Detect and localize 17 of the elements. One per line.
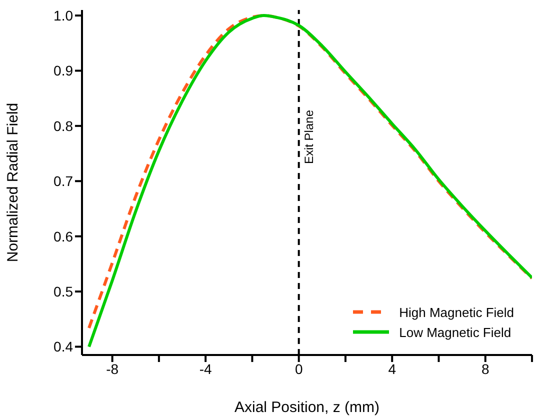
x-tick-label: 0 [294,360,303,377]
legend-label: Low Magnetic Field [399,324,512,340]
legend-label: High Magnetic Field [399,304,514,320]
y-tick-label: 0.7 [54,173,74,190]
ref-line-label: Exit Plane [302,110,316,164]
y-tick-label: 0.6 [54,228,74,244]
x-tick-label: 4 [388,360,396,377]
x-axis-title: Axial Position, z (mm) [234,399,380,416]
x-tick-label: -8 [106,360,119,377]
y-axis-title: Normalized Radial Field [4,102,22,262]
y-tick-label: 0.4 [54,338,74,355]
y-tick-label: 1.0 [54,7,74,24]
x-tick-label: -4 [199,360,212,377]
y-tick-label: 0.5 [54,283,74,300]
y-tick-label: 0.9 [54,62,74,79]
x-tick-label: 8 [481,360,490,377]
y-tick-label: 0.8 [54,118,74,134]
